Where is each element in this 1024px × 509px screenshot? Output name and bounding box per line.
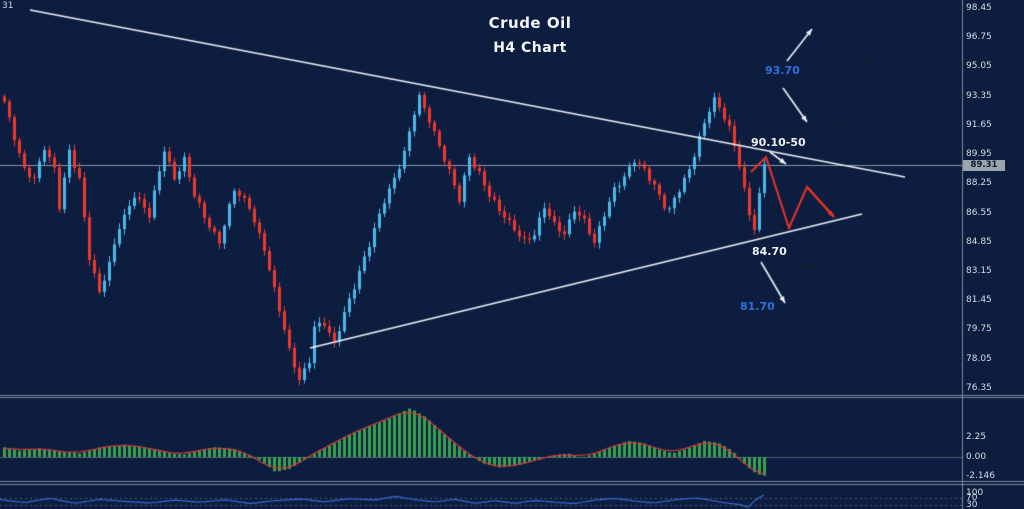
price-tick-label: 76.35 [966,383,992,393]
macd-tick-label: -2.146 [966,471,996,481]
chart-title-instrument: Crude Oil [488,14,572,32]
price-tick-label: 81.45 [966,295,992,305]
price-tick-label: 91.65 [966,120,992,130]
annotation-84.70: 84.70 [752,245,787,258]
price-tick-label: 95.05 [966,61,992,71]
price-tick-label: 79.75 [966,324,992,334]
annotation-81.70: 81.70 [740,300,775,313]
oscillator-tick-label: 30 [966,500,978,509]
annotation-90.10-50: 90.10-50 [751,136,806,149]
price-tick-label: 84.85 [966,237,992,247]
price-tick-label: 89.95 [966,149,992,159]
macd-tick-label: 2.25 [966,432,987,442]
chart-title: Crude Oil H4 Chart [420,14,640,56]
annotation-93.70: 93.70 [765,64,800,77]
price-tick-label: 86.55 [966,208,992,218]
price-tick-label: 83.15 [966,266,992,276]
price-tick-label: 96.75 [966,32,992,42]
price-tick-label: 88.25 [966,178,992,188]
oscillator-tick-label: 100 [966,488,984,498]
corner-price-fragment: 31 [2,1,14,11]
price-tick-label: 93.35 [966,91,992,101]
price-tick-label: 98.45 [966,3,992,13]
oscillator-tick-label: 70 [966,493,978,503]
macd-tick-label: 0.00 [966,452,987,462]
price-tick-label: 78.05 [966,354,992,364]
current-price-label: 89.31 [963,160,1005,171]
chart-title-timeframe: H4 Chart [493,40,567,56]
